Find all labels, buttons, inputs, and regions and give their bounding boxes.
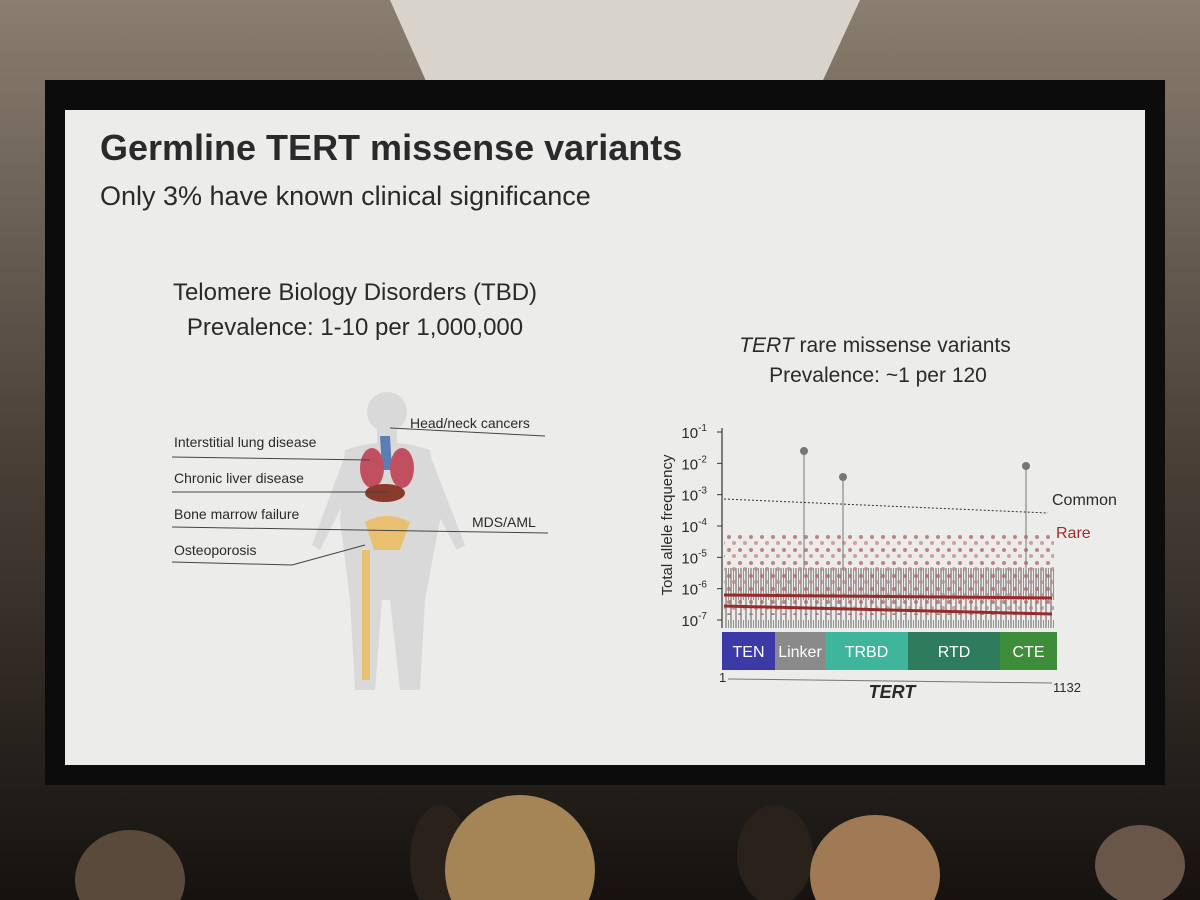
y-tick-label: 10-7 [681,611,707,630]
right-heading: TERT rare missense variants [739,334,1011,357]
tick-base: 10 [681,425,698,442]
position-start: 1 [719,670,726,685]
tick-exponent: -2 [698,454,707,465]
tick-exponent: -3 [698,486,707,497]
tick-base: 10 [681,613,698,630]
domain-label: Linker [778,644,822,661]
y-tick-label: 10-3 [681,486,707,505]
domain-label: RTD [938,644,971,661]
y-tick-label: 10-1 [681,423,707,442]
condition-label: Bone marrow failure [174,506,299,522]
tick-base: 10 [681,488,698,505]
tick-exponent: -7 [698,611,707,622]
y-tick-label: 10-2 [681,454,707,473]
condition-label: Interstitial lung disease [174,434,317,450]
slide-subtitle: Only 3% have known clinical significance [100,181,591,211]
left-heading: Telomere Biology Disorders (TBD) [173,279,537,306]
y-ticks: 10-110-210-310-410-510-610-7 [681,423,722,630]
tick-base: 10 [681,550,698,567]
body-figure [312,392,465,690]
tick-exponent: -1 [698,423,707,434]
domain-label: CTE [1013,644,1045,661]
leader-lines [171,427,549,566]
y-tick-label: 10-4 [681,517,707,536]
protein-axis [727,678,1053,684]
lollipop-plot [721,428,1054,628]
x-axis-label: TERT [869,682,918,702]
right-heading-italic: TERT [739,334,796,357]
position-end: 1132 [1053,680,1081,695]
domain-label: TEN [733,644,765,661]
domain [775,632,825,670]
y-tick-label: 10-6 [681,580,707,599]
domain [825,632,908,670]
condition-label: Head/neck cancers [410,415,530,431]
domain [1000,632,1057,670]
tick-exponent: -4 [698,517,707,528]
domain [722,632,775,670]
y-tick-label: 10-5 [681,548,707,567]
right-prevalence: Prevalence: ~1 per 120 [769,364,987,387]
condition-label: Osteoporosis [174,542,256,558]
condition-label: Chronic liver disease [174,470,304,486]
y-axis-label: Total allele frequency [659,454,676,595]
audience [75,795,1185,900]
domain-label: TRBD [845,644,889,661]
tick-base: 10 [681,456,698,473]
tick-exponent: -6 [698,580,707,591]
left-heading: Prevalence: 1-10 per 1,000,000 [187,314,523,341]
slide-title: Germline TERT missense variants [100,127,682,168]
tick-exponent: -5 [698,548,707,559]
threshold-label: Rare [1056,525,1091,542]
condition-label: MDS/AML [472,514,536,530]
tick-base: 10 [681,519,698,536]
domain-bar: TEN Linker TRBD RTD CTE [722,632,1057,670]
threshold-label: Common [1052,492,1117,509]
domain [908,632,1000,670]
tick-base: 10 [681,582,698,599]
right-heading-rest: rare missense variants [794,334,1011,357]
